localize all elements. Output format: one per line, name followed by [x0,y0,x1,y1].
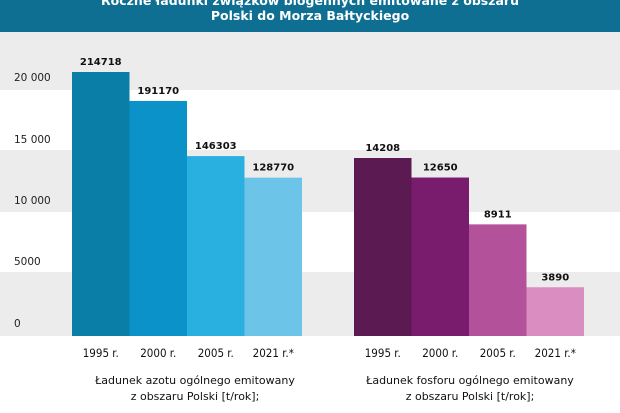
x-tick-label: 2005 r. [198,346,234,360]
y-tick-label: 15 000 [14,134,51,146]
data-label: 8911 [484,209,512,220]
bar [411,177,469,336]
y-tick-label: 0 [14,318,21,330]
nitrogen-axis-caption: Ładunek azotu ogólnego emitowany z obsza… [80,373,310,405]
y-tick-label: 5000 [14,256,41,268]
chart-title: Roczne ładunki związków biogennych emito… [0,0,620,32]
phosphorus-caption-line-2: z obszaru Polski [t/rok]; [405,390,535,403]
phosphorus-axis-caption: Ładunek fosforu ogólnego emitowany z obs… [355,373,585,405]
x-tick-label: 2000 r. [140,346,176,360]
bar [354,158,412,336]
data-label: 191170 [137,86,179,97]
x-tick-label: 1995 r. [365,346,401,360]
chart-title-line-1: Roczne ładunki związków biogennych emito… [101,0,519,8]
nitrogen-caption-line-1: Ładunek azotu ogólnego emitowany [95,374,295,387]
y-tick-label: 20 000 [14,72,51,84]
data-label: 12650 [423,163,458,174]
bar [244,177,302,336]
bar [526,287,584,336]
bar [129,100,187,336]
bar [469,224,527,336]
data-label: 146303 [195,141,237,152]
bar [187,156,245,336]
y-tick-label: 10 000 [14,195,51,207]
bar [72,72,130,336]
phosphorus-caption-line-1: Ładunek fosforu ogólnego emitowany [366,374,574,387]
x-tick-label: 2021 r.* [253,346,294,360]
x-tick-label: 2005 r. [480,346,516,360]
data-label: 214718 [80,57,122,68]
data-label: 14208 [365,143,400,154]
data-label: 3890 [541,272,569,283]
x-tick-label: 2000 r. [422,346,458,360]
chart-title-line-2: Polski do Morza Bałtyckiego [210,8,410,23]
x-tick-label: 2021 r.* [535,346,576,360]
data-label: 128770 [252,163,294,174]
nitrogen-caption-line-2: z obszaru Polski [t/rok]; [130,390,260,403]
x-tick-label: 1995 r. [83,346,119,360]
